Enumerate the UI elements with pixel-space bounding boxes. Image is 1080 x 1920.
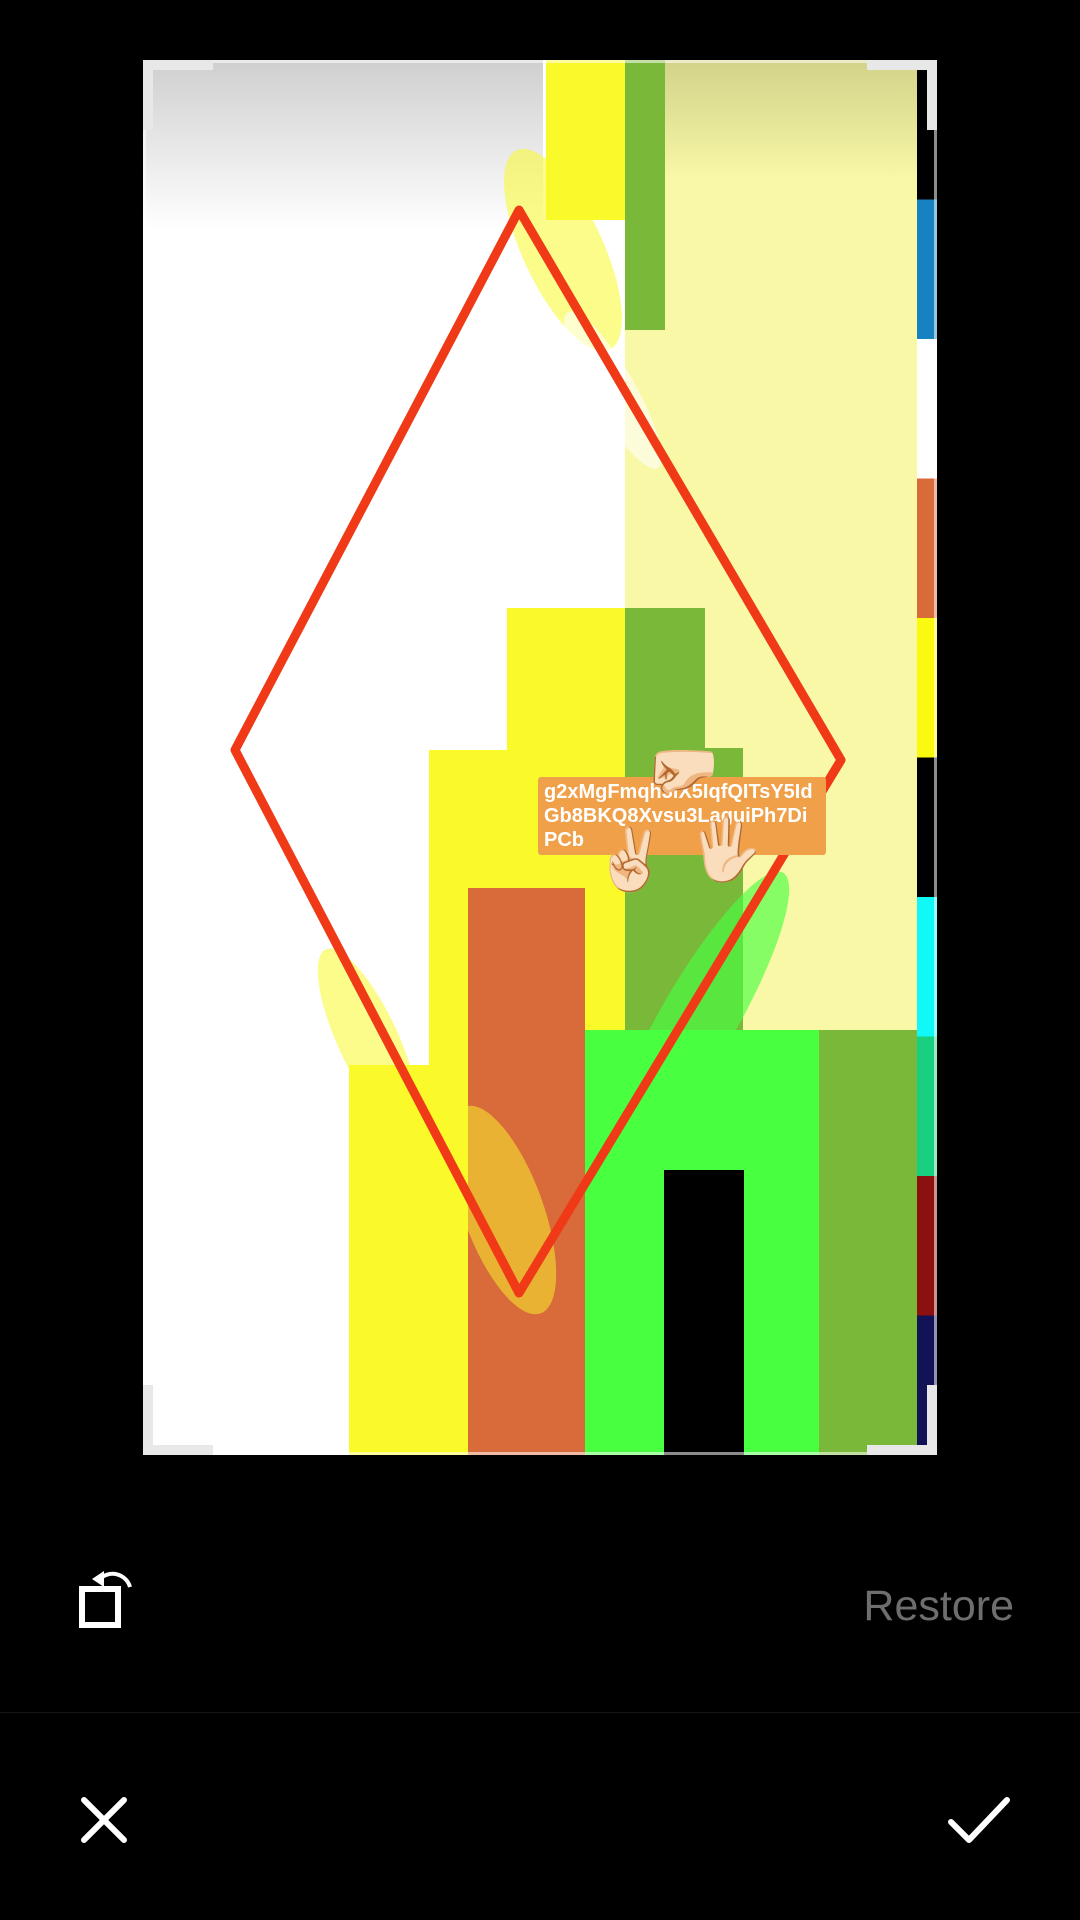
brush-stroke-green — [606, 871, 790, 1169]
restore-button[interactable]: Restore — [863, 1582, 1014, 1630]
peace-emoji-sticker[interactable]: ✌🏻 — [593, 825, 668, 895]
color-strip-segment — [917, 339, 937, 479]
text-sticker[interactable]: g2xMgFmqh3lX5IqfQITsY5IdGb8BKQ8Xvsu3Lagu… — [538, 777, 826, 855]
crop-handle-bottom-left[interactable] — [143, 1385, 213, 1455]
color-strip-segment — [917, 1176, 937, 1316]
check-icon — [948, 1797, 1010, 1843]
rotate-button[interactable] — [70, 1565, 140, 1635]
brush-stroke-bottom-center — [449, 1105, 557, 1315]
black-block — [664, 1170, 744, 1455]
color-strip-segment — [917, 478, 937, 619]
cancel-button[interactable] — [74, 1790, 134, 1850]
red-diamond-stroke — [230, 205, 846, 1298]
open-hand-emoji-sticker[interactable]: 🖐🏻 — [688, 815, 763, 885]
brush-stroke-bottom-left — [317, 948, 419, 1132]
bg-top-fade — [143, 60, 543, 230]
color-strip-segment — [917, 1036, 937, 1177]
color-strip-segment — [917, 757, 937, 898]
bottom-action-bar — [0, 1712, 1080, 1920]
close-icon — [81, 1797, 127, 1843]
green-top-stripe — [625, 60, 665, 330]
color-strip-segment — [917, 897, 937, 1037]
fist-emoji-sticker[interactable]: 🤛🏻 — [645, 735, 720, 805]
rotate-icon — [79, 1571, 132, 1628]
color-strip-segment — [917, 618, 937, 758]
crop-image-area[interactable]: g2xMgFmqh3lX5IqfQITsY5IdGb8BKQ8Xvsu3Lagu… — [143, 60, 937, 1455]
olive-green-bottom-right — [819, 1030, 917, 1455]
yellow-bottom-left — [349, 1065, 429, 1455]
crop-handle-top-left[interactable] — [143, 60, 213, 130]
brush-stroke-top — [504, 148, 622, 352]
crop-frame — [143, 60, 937, 1455]
color-strip — [917, 60, 937, 1455]
crop-handle-top-right[interactable] — [867, 60, 937, 130]
color-strip-segment — [917, 199, 937, 340]
edited-image — [143, 60, 937, 1455]
crop-handle-bottom-right[interactable] — [867, 1385, 937, 1455]
brush-stroke-top-white — [564, 311, 662, 469]
confirm-button[interactable] — [945, 1790, 1015, 1850]
pale-yellow-top-fade — [625, 60, 917, 180]
